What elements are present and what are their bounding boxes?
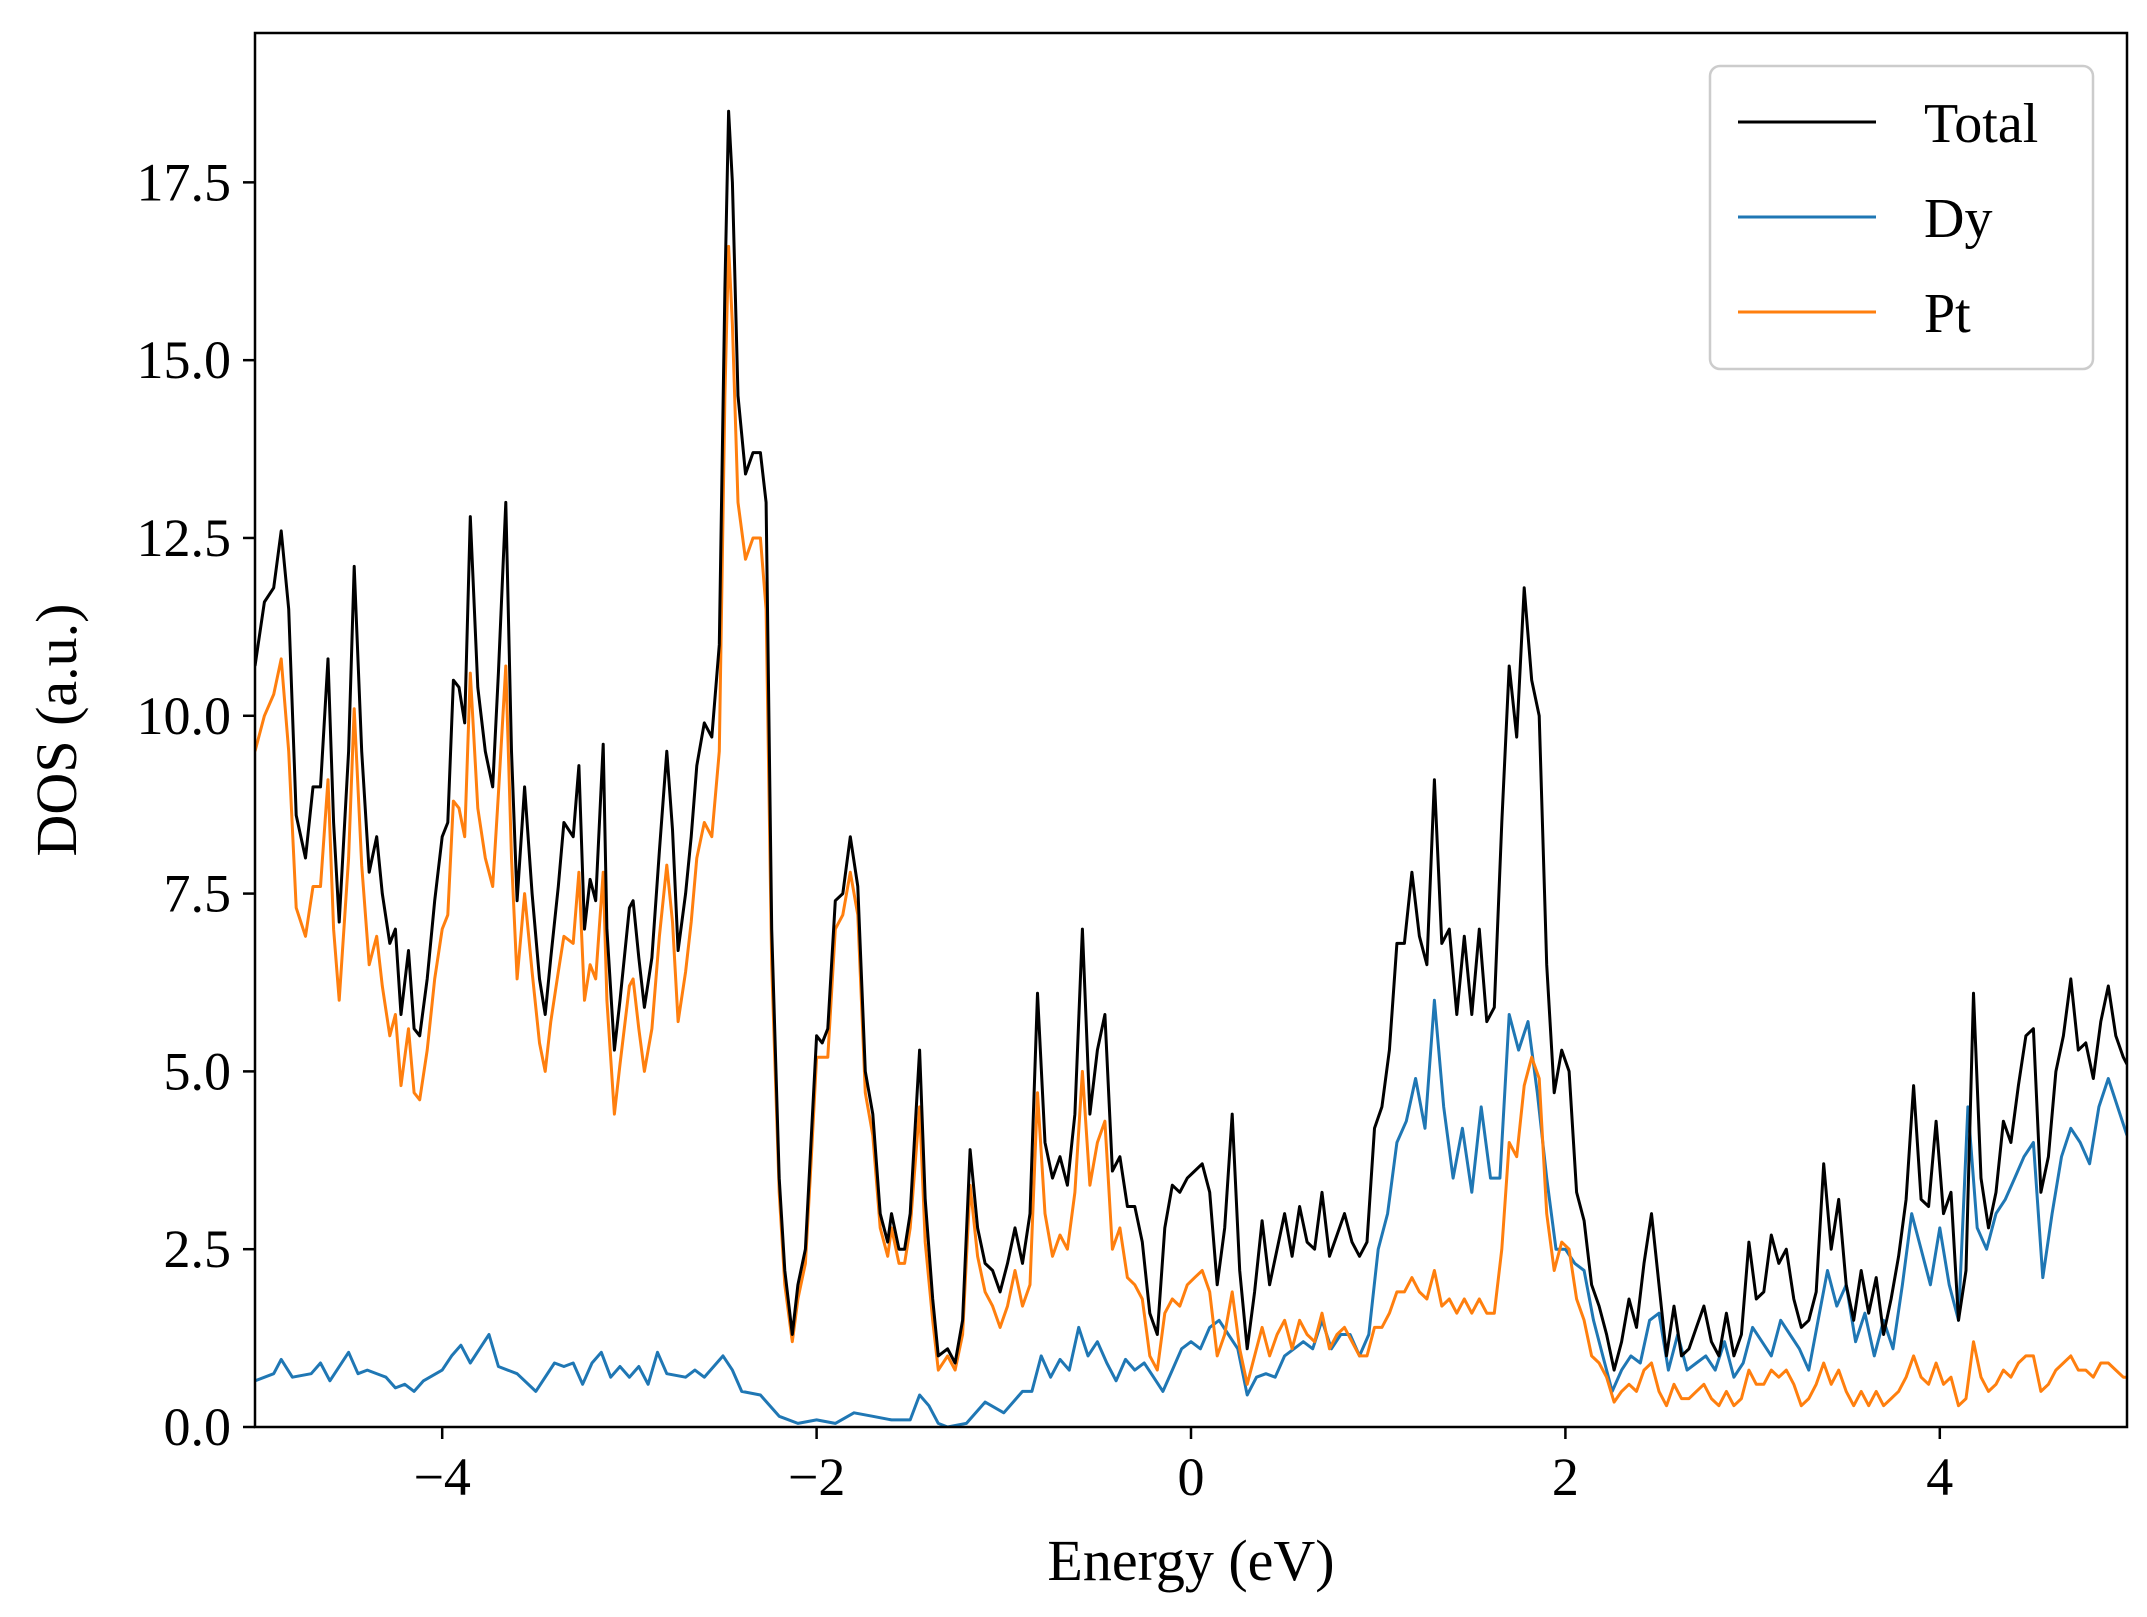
legend: Total Dy Pt bbox=[1708, 64, 2095, 371]
y-tick-label: 17.5 bbox=[137, 152, 232, 212]
y-tick-label: 7.5 bbox=[164, 864, 232, 924]
x-axis: −4 −2 0 2 4 bbox=[413, 1427, 1953, 1507]
legend-label-total: Total bbox=[1924, 93, 2038, 155]
legend-label-dy: Dy bbox=[1924, 188, 1992, 250]
series-layer bbox=[255, 109, 2127, 1427]
y-tick-label: 5.0 bbox=[164, 1041, 232, 1101]
x-tick-label: 4 bbox=[1926, 1447, 1953, 1507]
legend-label-pt: Pt bbox=[1924, 283, 1971, 345]
y-tick-label: 12.5 bbox=[137, 508, 232, 568]
y-axis-label: DOS (a.u.) bbox=[24, 604, 89, 857]
y-tick-label: 0.0 bbox=[164, 1397, 232, 1457]
y-tick-label: 15.0 bbox=[137, 330, 232, 390]
y-tick-label: 10.0 bbox=[137, 686, 232, 746]
x-axis-label: Energy (eV) bbox=[1047, 1528, 1334, 1593]
series-line-total bbox=[255, 109, 2127, 1372]
y-axis: 0.0 2.5 5.0 7.5 10.0 12.5 15.0 17.5 bbox=[137, 152, 255, 1457]
legend-frame bbox=[1708, 64, 2095, 371]
x-tick-label: −2 bbox=[788, 1447, 845, 1507]
y-tick-label: 2.5 bbox=[164, 1219, 232, 1279]
series-line-pt bbox=[255, 244, 2127, 1408]
x-tick-label: −4 bbox=[413, 1447, 470, 1507]
x-tick-label: 2 bbox=[1552, 1447, 1579, 1507]
x-tick-label: 0 bbox=[1178, 1447, 1205, 1507]
